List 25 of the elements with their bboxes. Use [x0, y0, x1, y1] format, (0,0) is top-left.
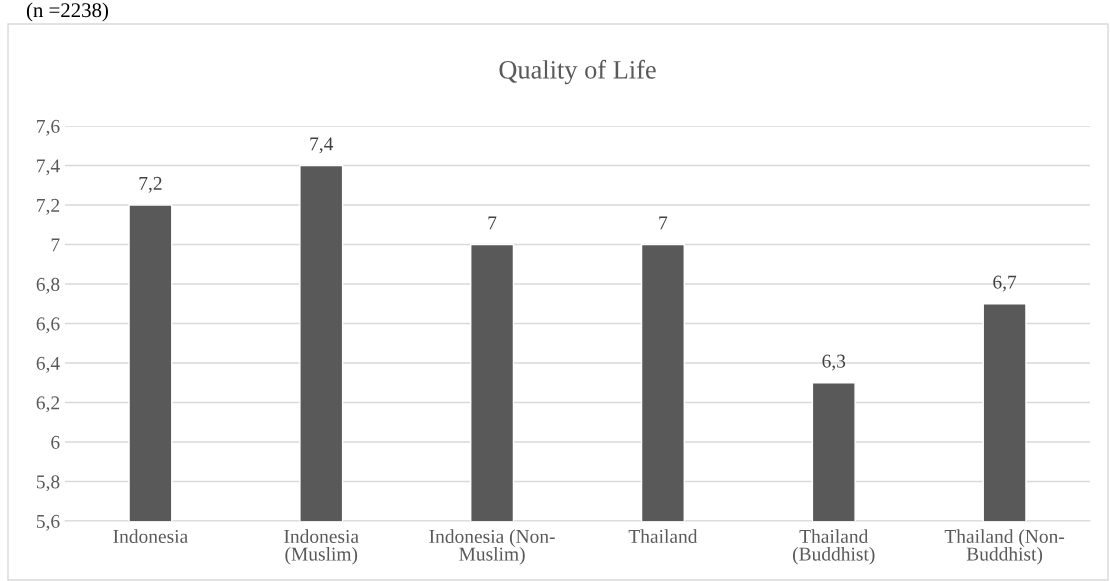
y-tick-label: 6,2 [36, 396, 60, 413]
text: (n =2238) [26, 2, 108, 22]
data-label: 7,4 [310, 137, 334, 154]
data-label: 6,3 [822, 354, 846, 371]
y-tick-label: 6,8 [36, 277, 60, 294]
x-tick-label: Indonesia (Muslim) [284, 529, 359, 565]
x-tick-label: Indonesia (Non- Muslim) [429, 529, 555, 565]
y-tick-label: 6,6 [36, 317, 60, 334]
x-tick-label: Thailand (Non- Buddhist) [944, 529, 1065, 565]
y-tick-label: 7,6 [37, 119, 60, 136]
y-tick-label: 6 [51, 435, 60, 449]
data-label: 7 [488, 216, 497, 230]
y-tick-label: 5,6 [36, 514, 60, 531]
y-tick-label: 7,4 [37, 159, 60, 176]
y-tick-label: 7,2 [37, 198, 60, 215]
y-tick-label: 7 [51, 238, 60, 252]
data-label: 7 [659, 216, 668, 230]
chart-title: Quality of Life [499, 59, 656, 85]
y-tick-label: 5,8 [36, 475, 60, 492]
x-tick-label: Indonesia [113, 529, 188, 544]
x-tick-label: Thailand (Buddhist) [793, 529, 875, 565]
x-tick-label: Thailand [628, 529, 698, 544]
data-label: 6,7 [993, 275, 1017, 292]
data-label: 7,2 [139, 176, 162, 193]
y-tick-label: 6,4 [36, 356, 60, 373]
